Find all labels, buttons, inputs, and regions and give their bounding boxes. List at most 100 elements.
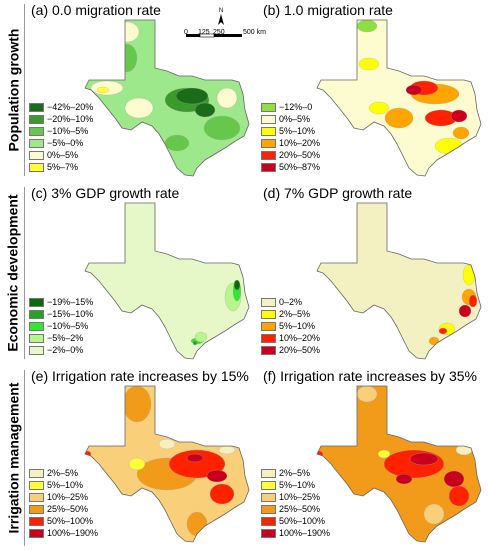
legend-label: 5%–10%: [279, 480, 316, 490]
legend-swatch: [261, 103, 276, 112]
map-region: [218, 445, 236, 455]
legend-item: 5%–10%: [29, 480, 98, 491]
legend-swatch: [261, 322, 276, 331]
legend-item: 0%–5%: [29, 150, 93, 161]
legend-swatch: [29, 139, 44, 148]
legend-swatch: [261, 481, 276, 490]
legend-swatch: [261, 115, 276, 124]
legend-swatch: [261, 517, 276, 526]
legend-swatch: [261, 346, 276, 355]
legend-item: 100%–190%: [29, 528, 98, 539]
legend-swatch: [261, 529, 276, 538]
map-region: [203, 115, 241, 141]
panel-c: (c) 3% GDP growth rate −19%–15% −15%–10% −…: [27, 185, 260, 361]
row-label-population: Population growth: [5, 28, 21, 152]
map-region: [168, 449, 226, 479]
legend-label: 2%–5%: [279, 309, 311, 319]
map-region: [423, 503, 445, 525]
legend-label: 25%–50%: [279, 504, 321, 514]
legend-item: 100%–190%: [261, 528, 330, 539]
row-divider: [24, 370, 25, 546]
north-arrow-icon: N: [218, 8, 224, 25]
legend-label: −15%–10%: [47, 309, 94, 319]
map-region: [356, 386, 378, 403]
legend-item: 5%–10%: [261, 480, 330, 491]
legend-label: 10%–20%: [279, 333, 321, 343]
legend-label: 10%–25%: [47, 492, 89, 502]
legend-label: 50%–100%: [47, 516, 94, 526]
legend-label: 0–2%: [279, 297, 303, 307]
texas-outline: [84, 202, 250, 360]
legend-swatch: [29, 103, 44, 112]
legend-item: −10%–5%: [29, 321, 93, 332]
legend-swatch: [29, 322, 44, 331]
map-region: [443, 470, 465, 488]
map-region: [96, 86, 110, 94]
legend-label: 25%–50%: [47, 504, 89, 514]
legend-label: 5%–7%: [47, 162, 79, 172]
legend-label: −20%–10%: [47, 114, 94, 124]
panel-title: (d) 7% GDP growth rate: [263, 185, 413, 201]
map-region: [192, 340, 198, 346]
map-region: [128, 457, 146, 471]
legend-item: −2%–0%: [29, 345, 93, 356]
legend-swatch: [261, 139, 276, 148]
map-region: [458, 304, 472, 318]
legend-item: −5%–0%: [29, 138, 93, 149]
legend-item: 5%–7%: [29, 162, 93, 173]
legend-swatch: [261, 469, 276, 478]
legend-label: 5%–10%: [47, 480, 84, 490]
legend: 2%–5% 5%–10% 10%–25% 25%–50% 50%–100% 100%–19…: [261, 468, 330, 540]
map-region: [85, 450, 92, 458]
texas-outline: [84, 19, 250, 177]
map-region: [368, 101, 390, 115]
legend-swatch: [261, 151, 276, 160]
legend-item: −5%–2%: [29, 333, 93, 344]
legend-label: 20%–50%: [279, 150, 321, 160]
legend-swatch: [29, 469, 44, 478]
legend-label: 10%–20%: [279, 138, 321, 148]
texas-map: [84, 19, 250, 177]
map-region: [356, 20, 378, 33]
map-region: [186, 511, 208, 537]
legend-swatch: [29, 493, 44, 502]
legend-label: 20%–50%: [279, 345, 321, 355]
map-region: [164, 134, 190, 152]
map-region: [175, 87, 209, 105]
legend-swatch: [261, 493, 276, 502]
map-region: [395, 473, 413, 485]
legend-item: 10%–20%: [261, 138, 320, 149]
legend-swatch: [29, 127, 44, 136]
panel-e: (e) Irrigation rate increases by 15% 2%–…: [27, 368, 260, 544]
panel-title: (b) 1.0 migration rate: [263, 2, 393, 18]
legend-swatch: [29, 517, 44, 526]
row-label-economic: Economic development: [5, 194, 21, 352]
map-region: [116, 43, 138, 73]
legend: −42%–20% −20%–10% −10%–5% −5%–0% 0%–5% 5%–7%: [29, 102, 93, 174]
legend-item: 25%–50%: [261, 504, 330, 515]
legend-item: −42%–20%: [29, 102, 93, 113]
map-region: [209, 483, 235, 505]
legend-swatch: [261, 163, 276, 172]
map-region: [233, 279, 241, 291]
texas-map: [316, 385, 482, 543]
map-region: [358, 57, 380, 71]
legend-swatch: [29, 298, 44, 307]
texas-map: [316, 19, 482, 177]
legend-item: 10%–20%: [261, 333, 320, 344]
legend-item: 5%–10%: [261, 321, 320, 332]
legend-label: −5%–0%: [47, 138, 84, 148]
panel-f: (f) Irrigation rate increases by 35% 2%–…: [259, 368, 492, 544]
map-region: [317, 450, 324, 458]
legend: −12%–0 0%–5% 5%–10% 10%–20% 20%–50% 50%–87%: [261, 102, 320, 174]
legend-swatch: [261, 310, 276, 319]
texas-outline: [84, 385, 250, 543]
map-region: [448, 485, 470, 507]
map-region: [438, 327, 448, 335]
legend-label: 50%–100%: [279, 516, 326, 526]
map-region: [468, 294, 478, 308]
legend-label: 2%–5%: [47, 468, 79, 478]
legend-swatch: [29, 163, 44, 172]
map-region: [384, 107, 414, 129]
legend-label: 100%–190%: [47, 528, 99, 538]
